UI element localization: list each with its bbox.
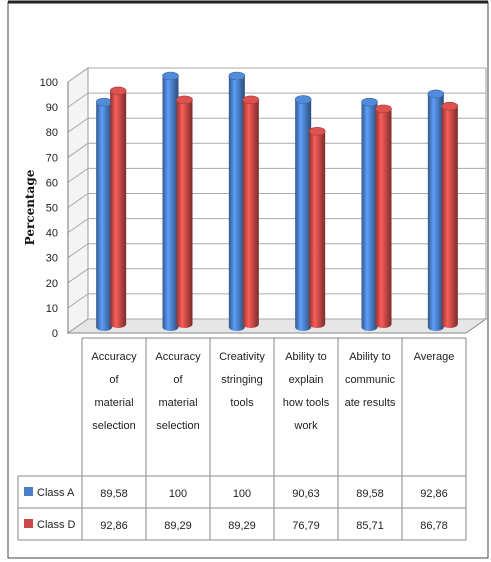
floor: [66, 318, 488, 334]
bar-cap: [294, 95, 312, 104]
gridline: [67, 268, 486, 284]
bar-body: [295, 99, 312, 331]
bar-body: [96, 102, 113, 331]
bar-cap: [109, 86, 127, 96]
y-tick-label: 60: [46, 177, 58, 189]
gridline: [67, 117, 486, 133]
x-category-label: Ability to communic ate results: [345, 351, 396, 409]
gridline: [67, 243, 486, 259]
y-tick-label: 70: [46, 152, 58, 164]
y-tick-label: 90: [46, 102, 58, 114]
bar-cap: [176, 95, 193, 105]
x-category-label: Accuracy of material selection: [91, 351, 137, 432]
y-tick-label: 100: [40, 77, 58, 89]
bar-class-d: [242, 95, 260, 328]
bar-class-a: [162, 71, 179, 331]
data-value-label: 89,29: [164, 520, 192, 532]
data-value-label: 89,58: [100, 488, 128, 500]
gridline: [67, 218, 486, 234]
bar-cap: [228, 71, 246, 81]
bar-cap: [427, 89, 445, 99]
gridline: [67, 142, 486, 158]
data-value-label: 100: [233, 488, 251, 500]
bar-cap: [95, 97, 113, 107]
legend-label: Class A: [37, 487, 75, 499]
bar-cap: [162, 71, 179, 81]
gridline: [67, 92, 486, 108]
x-category-label: Ability to explain how tools work: [283, 351, 330, 432]
legend-swatch: [24, 519, 33, 528]
bar-body: [441, 106, 458, 329]
bar-class-d: [109, 86, 127, 328]
x-category-label: Creativity stringing tools: [219, 351, 265, 409]
bar-body: [309, 131, 326, 328]
bar-class-a: [361, 97, 378, 331]
bar-class-a: [427, 89, 445, 331]
y-tick-label: 50: [46, 203, 58, 215]
data-value-label: 89,29: [228, 520, 256, 532]
legend-label: Class D: [37, 519, 76, 531]
bar-class-d: [441, 101, 459, 329]
bar-body: [162, 76, 179, 331]
data-value-label: 76,79: [292, 520, 320, 532]
bar-cap: [361, 97, 378, 107]
y-tick-label: 80: [46, 127, 58, 139]
y-tick-label: 20: [46, 278, 58, 290]
data-value-label: 85,71: [356, 520, 384, 532]
y-tick-label: 40: [46, 228, 58, 240]
y-tick-label: 30: [46, 253, 58, 265]
x-category-label: Accuracy of material selection: [155, 351, 201, 432]
bar-body: [242, 99, 259, 328]
bar-cap: [375, 104, 392, 114]
y-tick-label: 10: [46, 303, 58, 315]
gridline: [67, 193, 486, 208]
bar-cap: [441, 101, 459, 111]
data-value-label: 86,78: [420, 520, 448, 532]
data-value-label: 89,58: [356, 488, 384, 500]
gridline: [67, 293, 486, 309]
bar-class-d: [176, 95, 193, 328]
y-axis-title: Percentage: [23, 169, 37, 245]
bar-body: [375, 108, 392, 329]
bar-body: [361, 102, 378, 331]
gridline: [67, 67, 486, 83]
bar-class-d: [375, 104, 392, 329]
data-value-label: 90,63: [292, 488, 320, 500]
y-tick-label: 0: [52, 328, 58, 340]
bar-body: [110, 90, 127, 328]
bar-cap: [308, 126, 326, 136]
bar-cap: [242, 95, 260, 105]
data-value-label: 100: [169, 488, 187, 500]
x-category-label: Average: [414, 351, 455, 363]
bar-body: [228, 76, 245, 331]
gridline: [67, 167, 486, 183]
gridline: [67, 318, 486, 334]
legend-swatch: [24, 487, 33, 496]
bar-body: [427, 93, 444, 331]
bar-body: [176, 99, 193, 328]
bar-class-d: [308, 126, 326, 328]
data-value-label: 92,86: [420, 488, 448, 500]
bar-class-a: [294, 95, 312, 331]
bar-class-a: [95, 97, 113, 331]
bar-class-a: [228, 71, 246, 331]
data-value-label: 92,86: [100, 520, 128, 532]
